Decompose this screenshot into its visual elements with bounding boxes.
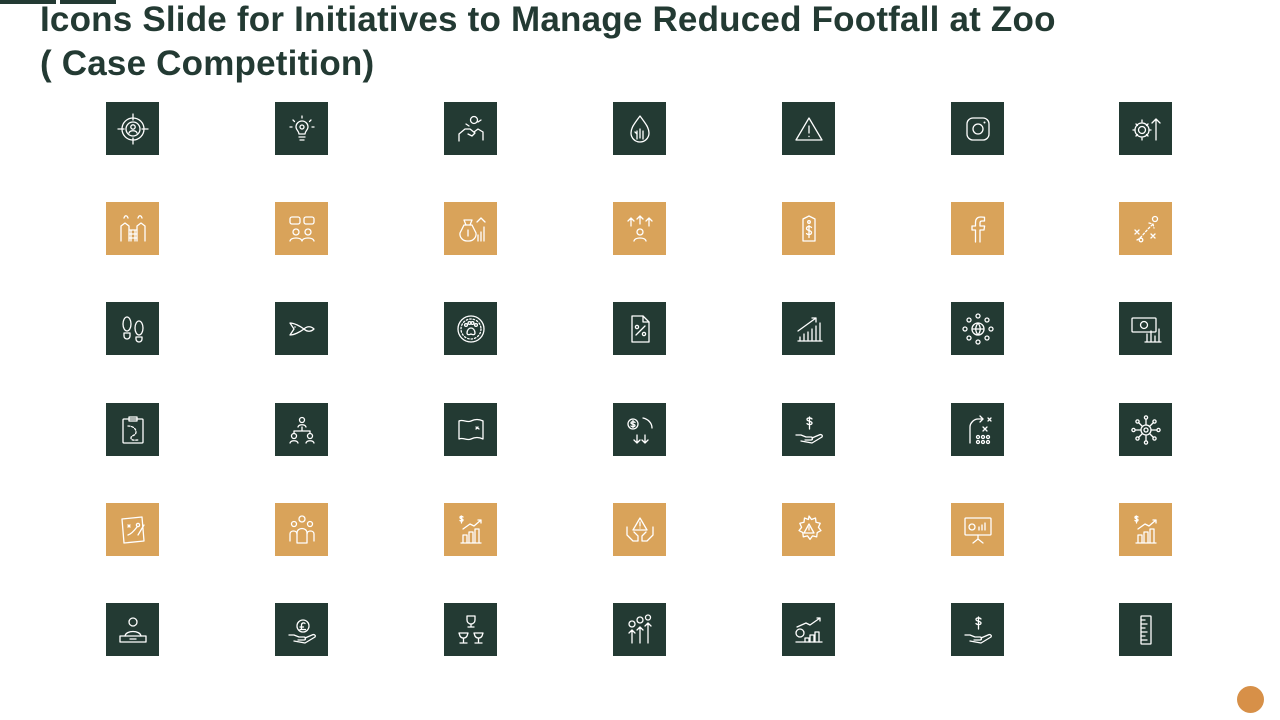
zoo-gate-icon [119,214,146,242]
icon-tile [106,102,159,155]
icon-tile [951,202,1004,255]
lightbulb-gear-icon [288,114,315,141]
bar-chart-growth-icon [796,316,823,342]
icon-tile [782,603,835,656]
icon-tile [275,603,328,656]
icon-tile [275,503,328,556]
globe-network-icon [961,312,994,345]
icon-tile [275,403,328,456]
icon-tile [444,503,497,556]
people-growth-icon [626,214,653,242]
slide-title-line-1: Icons Slide for Initiatives to Manage Re… [40,0,1056,39]
icon-tile [951,403,1004,456]
money-growth-arrows-icon [627,613,652,644]
percent-document-icon [630,314,650,343]
banknote-chart-icon [1130,316,1162,343]
paw-circle-icon [456,314,485,343]
hand-in-drop-icon [629,114,650,143]
icon-tile [613,202,666,255]
person-desk-icon [118,616,147,643]
slide-title-line-2: ( Case Competition) [40,44,375,83]
team-group-icon [288,514,315,544]
hand-dollar-icon [794,415,823,444]
top-accent-bar-left [0,0,56,4]
icon-tile [1119,403,1172,456]
icon-tile [613,302,666,355]
hands-warning-icon [625,516,654,542]
handshake-idea-icon [457,115,484,142]
icon-tile [613,403,666,456]
icon-tile [275,302,328,355]
icon-tile [275,202,328,255]
icon-tile [951,603,1004,656]
icon-tile [444,603,497,656]
fish-arrow-icon [288,321,315,336]
dollar-growth-chart-icon [458,514,482,544]
icon-tile [951,302,1004,355]
icon-tile [613,503,666,556]
presentation-board-icon [963,516,992,544]
slide-title: Icons Slide for Initiatives to Manage Re… [40,0,1220,86]
icon-tile [1119,503,1172,556]
hand-dollar-icon-2 [963,615,992,644]
gear-network-icon [1130,414,1161,445]
warning-triangle-icon [794,116,823,141]
gear-warning-icon [797,514,822,540]
gear-dollar-arrow-icon [1131,117,1161,141]
icon-tile [951,102,1004,155]
ruler-icon [1139,614,1152,645]
facebook-icon [970,215,985,243]
icon-tile [444,202,497,255]
icon-tile [1119,603,1172,656]
icon-tile [106,302,159,355]
strategy-play-icon [1133,215,1158,242]
icon-tile [1119,302,1172,355]
icon-tile [613,102,666,155]
dollar-growth-chart-icon-2 [1133,514,1157,544]
planning-board-icon [120,515,145,544]
icon-tile [106,202,159,255]
icon-tile [444,102,497,155]
top-accent-bar-right [60,0,116,4]
strategy-path-icon [968,414,992,444]
discussion-people-icon [288,215,315,242]
dollar-decline-icon [626,416,653,444]
price-tag-icon [801,214,816,242]
map-flag-icon [457,418,484,440]
icon-tile [951,503,1004,556]
icon-tile [782,302,835,355]
hierarchy-people-icon [288,416,315,444]
footprints-icon [121,315,144,343]
hand-pound-icon [287,618,316,644]
corner-accent-dot [1237,686,1264,713]
icon-tile [613,603,666,656]
instagram-icon [965,116,990,141]
clipboard-plan-icon [121,415,144,444]
trophy-podium-icon [457,614,484,644]
icon-tile [275,102,328,155]
icon-tile [782,202,835,255]
icon-tile [106,603,159,656]
icon-tile [782,503,835,556]
icon-tile [782,102,835,155]
stacked-coins-growth-icon [794,616,823,643]
icon-tile [444,302,497,355]
icon-tile [1119,202,1172,255]
icon-tile [106,503,159,556]
icon-tile [444,403,497,456]
icon-tile [782,403,835,456]
icon-tile [1119,102,1172,155]
icon-tile [106,403,159,456]
target-user-icon [116,112,149,145]
money-bag-growth-icon [458,216,486,242]
